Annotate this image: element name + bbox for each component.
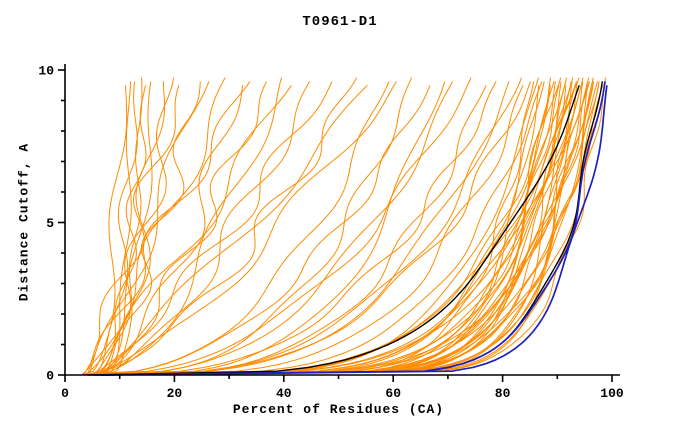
svg-text:40: 40 (276, 386, 292, 401)
svg-text:5: 5 (46, 216, 54, 231)
page-title: T0961-D1 (302, 14, 378, 30)
svg-text:0: 0 (61, 386, 69, 401)
svg-text:60: 60 (385, 386, 401, 401)
x-axis-label: Percent of Residues (CA) (232, 402, 445, 417)
svg-text:10: 10 (38, 64, 54, 79)
svg-text:20: 20 (167, 386, 183, 401)
svg-text:100: 100 (600, 386, 624, 401)
svg-text:80: 80 (495, 386, 511, 401)
svg-text:0: 0 (46, 369, 54, 384)
